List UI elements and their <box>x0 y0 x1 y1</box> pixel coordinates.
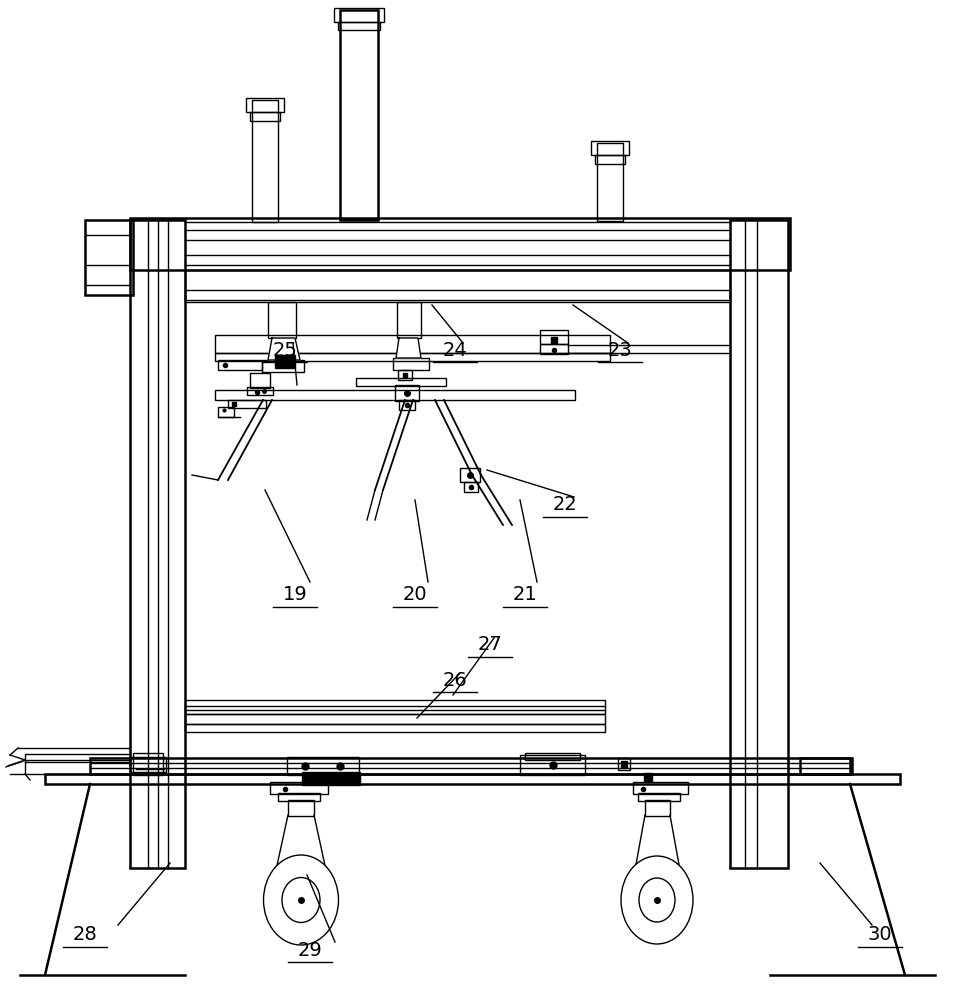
Bar <box>393 358 429 370</box>
Bar <box>519 755 584 775</box>
Bar <box>130 220 185 868</box>
Bar <box>45 774 899 784</box>
Bar <box>185 290 729 302</box>
Bar <box>85 220 132 295</box>
Ellipse shape <box>263 855 338 945</box>
Bar <box>214 335 609 353</box>
Text: 24: 24 <box>442 340 467 360</box>
Text: 29: 29 <box>297 940 322 960</box>
Polygon shape <box>395 338 420 358</box>
Polygon shape <box>268 338 299 360</box>
Polygon shape <box>274 355 294 368</box>
Bar <box>595 155 624 164</box>
Bar <box>218 360 262 370</box>
Text: 30: 30 <box>867 926 891 944</box>
Bar <box>539 344 567 354</box>
Bar <box>463 482 477 492</box>
Bar <box>618 758 629 770</box>
Bar <box>288 800 314 816</box>
Text: 27: 27 <box>477 636 502 654</box>
Bar <box>397 370 412 380</box>
Bar <box>337 22 379 30</box>
Bar <box>185 724 604 732</box>
Bar <box>287 757 358 775</box>
Bar <box>214 353 609 361</box>
Bar <box>398 400 415 410</box>
Bar <box>228 400 266 408</box>
Text: 21: 21 <box>512 585 537 604</box>
Bar <box>185 270 729 300</box>
Bar <box>250 373 270 388</box>
Text: 28: 28 <box>72 926 97 944</box>
Bar <box>729 220 787 868</box>
Bar <box>218 407 233 417</box>
Bar <box>185 714 604 724</box>
Bar <box>25 754 130 762</box>
Bar <box>633 782 687 794</box>
Bar <box>590 141 628 155</box>
Text: 22: 22 <box>552 495 577 514</box>
Bar <box>270 782 328 794</box>
Bar <box>246 98 284 112</box>
Bar <box>262 360 304 372</box>
Bar <box>395 385 418 401</box>
Bar <box>25 760 130 774</box>
Bar <box>638 793 679 801</box>
Text: 26: 26 <box>442 670 467 690</box>
Bar <box>597 143 622 221</box>
Bar <box>644 800 669 816</box>
Bar <box>90 758 849 774</box>
Bar <box>539 330 567 344</box>
Polygon shape <box>302 772 359 785</box>
Bar <box>250 112 280 121</box>
Ellipse shape <box>620 856 692 944</box>
Bar <box>339 10 377 220</box>
Ellipse shape <box>282 878 319 922</box>
Bar <box>130 218 789 270</box>
Text: 25: 25 <box>273 340 297 360</box>
Text: 20: 20 <box>402 585 427 604</box>
Bar <box>355 378 446 386</box>
Bar <box>247 387 273 395</box>
Text: 19: 19 <box>282 585 307 604</box>
Bar <box>252 100 277 222</box>
Bar <box>268 302 295 338</box>
Bar <box>459 468 479 482</box>
Ellipse shape <box>639 878 675 922</box>
Bar <box>800 758 851 774</box>
Text: 23: 23 <box>607 340 632 360</box>
Bar <box>524 753 579 760</box>
Bar <box>396 302 420 338</box>
Bar <box>185 700 604 714</box>
Bar <box>277 793 319 801</box>
Bar <box>132 753 163 775</box>
Bar <box>214 390 575 400</box>
Bar <box>334 8 384 22</box>
Bar <box>130 757 166 772</box>
